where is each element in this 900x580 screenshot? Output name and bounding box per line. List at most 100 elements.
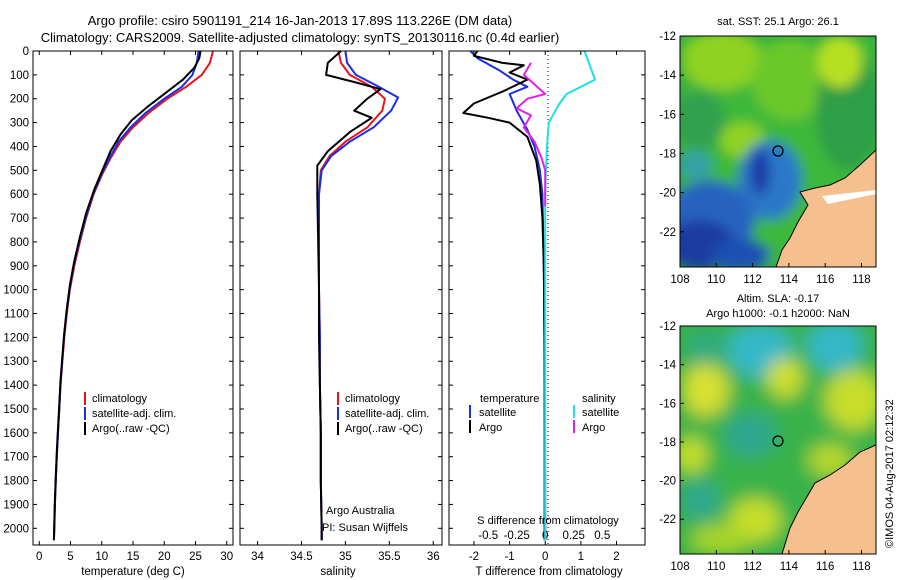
difference-frame [448, 50, 646, 546]
x-tick-label: 0 [36, 551, 42, 563]
series-argo-raw-qc- [316, 50, 382, 541]
salinity-legend: climatology satellite-adj. clim. Argo(..… [337, 392, 429, 435]
x-tick-label: -2 [469, 551, 479, 563]
y-tick-label: 1100 [4, 309, 29, 321]
temperature-panel: 0100200300400500600700800900100011001200… [3, 46, 234, 578]
salinity-series [316, 50, 400, 541]
credit-line-1: Argo Australia [326, 505, 395, 517]
series-argo-raw-qc- [52, 50, 202, 541]
x-tick-label: -1 [504, 551, 514, 563]
salinity-ticks: 34 34.5 35 35.5 36 [240, 50, 442, 563]
sst-map-frame [679, 35, 877, 268]
x-tick-label: 34.5 [290, 551, 312, 563]
sst-map-title: sat. SST: 25.1 Argo: 26.1 [717, 16, 839, 28]
legend-climatology: climatology [92, 393, 148, 405]
map-x-tick-label: 110 [707, 561, 725, 573]
map-x-tick-label: 112 [743, 561, 761, 573]
difference-series [462, 50, 597, 541]
x-tick-label: 20 [158, 551, 171, 563]
y-tick-label: 400 [10, 141, 29, 153]
title-line-2: Climatology: CARS2009. Satellite-adjuste… [41, 30, 560, 45]
legend-argo: Argo(..raw -QC) [92, 423, 170, 435]
sla-map-title-2: Argo h1000: -0.1 h2000: NaN [706, 308, 850, 320]
map-x-tick-label: 108 [670, 561, 689, 573]
difference-panel: -2 -1 0 1 2-0.5 -0.25 0 0.25 0.5 temperature sat… [448, 50, 646, 578]
x-tick-label: 0 [542, 551, 548, 563]
x-tick-label: 36 [427, 551, 440, 563]
x-tick-label: 1 [578, 551, 584, 563]
map-y-tick-label: -12 [659, 321, 676, 333]
x-tick-label: 2 [613, 551, 619, 563]
s-tick-label: 0.5 [594, 530, 610, 542]
x-tick-label: 5 [67, 551, 73, 563]
legend-temp-satellite: satellite [479, 407, 516, 419]
argo-position-marker [772, 435, 784, 447]
map-y-tick-label: -14 [659, 360, 676, 372]
y-tick-label: 600 [10, 189, 29, 201]
y-tick-label: 700 [10, 213, 29, 225]
s-tick-label: 0.25 [563, 530, 585, 542]
y-tick-label: 1900 [3, 499, 29, 511]
legend-satellite: satellite-adj. clim. [92, 408, 176, 420]
difference-legend: temperature satellite Argo salinity sate… [469, 393, 619, 434]
y-tick-label: 100 [10, 70, 29, 82]
y-tick-label: 1400 [3, 380, 29, 392]
x-tick-label: 15 [127, 551, 140, 563]
s-difference-label: S difference from climatology [477, 515, 619, 527]
x-tick-label: 35.5 [378, 551, 400, 563]
sst-map-ticks: 108 110 112 114 116 118 -12 -14 -16 -18 -20 -22 [659, 31, 870, 286]
sla-map-frame [679, 325, 877, 555]
legend-satellite: satellite-adj. clim. [345, 408, 429, 420]
map-y-tick-label: -16 [659, 109, 676, 121]
sla-field [680, 326, 876, 554]
sla-map-title-1: Altim. SLA: -0.17 [737, 293, 820, 305]
temperature-series [52, 50, 214, 541]
y-tick-label: 0 [23, 46, 29, 58]
t-difference-label: T difference from climatology [475, 566, 622, 578]
map-y-tick-label: -16 [659, 398, 676, 410]
map-x-tick-label: 116 [816, 561, 834, 573]
series-salinity-argo [515, 62, 547, 207]
legend-argo: Argo(..raw -QC) [345, 423, 423, 435]
y-tick-label: 1600 [3, 428, 29, 440]
temperature-frame [32, 50, 234, 546]
sst-map: sat. SST: 25.1 Argo: 26.1 [659, 16, 877, 286]
argo-position-marker [772, 145, 784, 157]
x-tick-label: 30 [220, 551, 233, 563]
map-x-tick-label: 114 [780, 561, 799, 573]
sla-map: Altim. SLA: -0.17 Argo h1000: -0.1 h2000… [659, 293, 877, 573]
y-tick-label: 1300 [3, 356, 29, 368]
series-satellite-adj-clim- [52, 50, 200, 541]
y-tick-label: 800 [10, 237, 29, 249]
y-tick-label: 1800 [3, 476, 29, 488]
temperature-ticks: 0100200300400500600700800900100011001200… [3, 46, 233, 563]
map-x-tick-label: 112 [743, 274, 761, 286]
legend-temp-argo: Argo [479, 422, 502, 434]
x-tick-label: 10 [95, 551, 108, 563]
title-line-1: Argo profile: csiro 5901191_214 16-Jan-2… [88, 13, 512, 28]
y-tick-label: 2000 [3, 523, 29, 535]
temperature-xlabel: temperature (deg C) [81, 566, 185, 578]
x-tick-label: 25 [189, 551, 202, 563]
map-y-tick-label: -22 [659, 227, 676, 239]
series-satellite-adj-clim- [318, 50, 400, 541]
salinity-frame [239, 50, 443, 546]
temperature-legend: climatology satellite-adj. clim. Argo(..… [84, 392, 176, 435]
salinity-xlabel: salinity [320, 566, 355, 578]
legend-sal-satellite: satellite [582, 407, 619, 419]
map-y-tick-label: -18 [659, 148, 676, 160]
x-tick-label: 35 [339, 551, 352, 563]
s-tick-label: -0.5 [478, 530, 498, 542]
series-salinity-satellite [544, 50, 597, 541]
y-tick-label: 900 [10, 261, 29, 273]
y-tick-label: 1700 [3, 452, 29, 464]
map-x-tick-label: 114 [780, 274, 799, 286]
y-tick-label: 300 [10, 118, 29, 130]
map-y-tick-label: -22 [659, 514, 676, 526]
s-tick-label: -0.25 [504, 530, 530, 542]
credit-line-2: PI: Susan Wijffels [322, 522, 408, 534]
sla-map-ticks: 108 110 112 114 116 118 -12 -14 -16 -18 -20 -22 [659, 321, 870, 573]
map-x-tick-label: 108 [670, 274, 689, 286]
map-y-tick-label: -12 [659, 31, 676, 43]
